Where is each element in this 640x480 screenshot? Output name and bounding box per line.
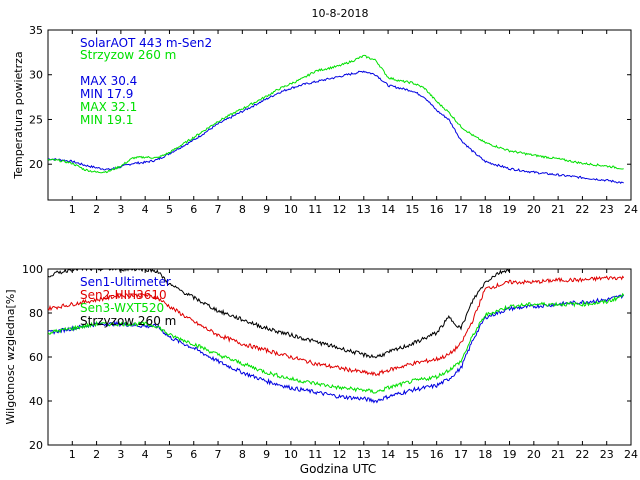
temperature-panel: 1 2 3 4 5 6 7 8 9 10 11 12 13 14 15 16 17 18 19 20 21 22 23 242… (12, 24, 638, 216)
humidity-axes-box (47, 268, 632, 446)
temp-xtick-label: 24 (624, 203, 638, 216)
rh-xtick-label: 9 (263, 448, 270, 461)
temp-xtick-label: 21 (551, 203, 565, 216)
temperature-ylabel: Temperatura powietrza (12, 51, 25, 179)
rh-series-strzyzow-260-m (48, 269, 510, 359)
stat-max-blue: MAX 30.4 (80, 74, 137, 88)
temp-xtick-label: 4 (142, 203, 149, 216)
legend-strzyzow: Strzyzow 260 m (80, 48, 176, 62)
legend-solaraot: SolarAOT 443 m-Sen2 (80, 36, 212, 50)
temp-xtick-label: 5 (166, 203, 173, 216)
rh-xtick-label: 15 (405, 448, 419, 461)
rh-xtick-label: 5 (166, 448, 173, 461)
rh-xtick-label: 4 (142, 448, 149, 461)
temp-xtick-label: 3 (117, 203, 124, 216)
temp-ytick-label: 30 (29, 69, 43, 82)
temp-xtick-label: 22 (575, 203, 589, 216)
legend-sen2: Sen2-HIH3610 (80, 288, 167, 302)
stat-min-green: MIN 19.1 (80, 113, 133, 127)
temp-ytick-label: 25 (29, 113, 43, 126)
rh-xtick-label: 21 (551, 448, 565, 461)
temp-xtick-label: 11 (308, 203, 322, 216)
rh-xtick-label: 6 (190, 448, 197, 461)
temp-xtick-label: 6 (190, 203, 197, 216)
rh-series-sen3-wxt520 (48, 292, 625, 394)
rh-ytick-label: 20 (29, 439, 43, 452)
rh-series-sen2-hih3610 (48, 275, 625, 377)
temp-xtick-label: 1 (69, 203, 76, 216)
temp-xtick-label: 10 (284, 203, 298, 216)
rh-xtick-label: 1 (69, 448, 76, 461)
temp-xtick-label: 17 (454, 203, 468, 216)
temp-xtick-label: 7 (215, 203, 222, 216)
rh-xtick-label: 11 (308, 448, 322, 461)
rh-xtick-label: 7 (215, 448, 222, 461)
humidity-ylabel: Wilgotnosc wzgledna[%] (4, 289, 17, 424)
rh-xtick-label: 12 (333, 448, 347, 461)
temp-xtick-label: 16 (430, 203, 444, 216)
figure-title: 10-8-2018 (312, 7, 369, 20)
humidity-ticks: 1 2 3 4 5 6 7 8 9 10 11 12 13 14 15 16 17 18 19 20 21 22 23 242… (22, 263, 638, 461)
rh-xtick-label: 22 (575, 448, 589, 461)
rh-xtick-label: 23 (600, 448, 614, 461)
temp-xtick-label: 20 (527, 203, 541, 216)
temp-xtick-label: 8 (239, 203, 246, 216)
rh-ytick-label: 40 (29, 395, 43, 408)
temperature-series (48, 54, 624, 184)
rh-ytick-label: 100 (22, 263, 43, 276)
stat-min-blue: MIN 17.9 (80, 87, 133, 101)
legend-sen1: Sen1-Ultimeter (80, 275, 171, 289)
temp-ytick-label: 35 (29, 24, 43, 37)
rh-xtick-label: 24 (624, 448, 638, 461)
rh-xtick-label: 3 (117, 448, 124, 461)
rh-xtick-label: 14 (381, 448, 395, 461)
rh-xtick-label: 10 (284, 448, 298, 461)
humidity-panel: 1 2 3 4 5 6 7 8 9 10 11 12 13 14 15 16 17 18 19 20 21 22 23 242… (4, 263, 638, 476)
temp-series-solaraot-443-m-sen2 (48, 70, 624, 184)
rh-xtick-label: 13 (357, 448, 371, 461)
temp-series-strzyzow-260-m (48, 54, 624, 174)
temp-xtick-label: 12 (333, 203, 347, 216)
humidity-xlabel: Godzina UTC (300, 462, 376, 476)
rh-xtick-label: 17 (454, 448, 468, 461)
rh-xtick-label: 8 (239, 448, 246, 461)
rh-xtick-label: 18 (478, 448, 492, 461)
temp-xtick-label: 15 (405, 203, 419, 216)
rh-xtick-label: 20 (527, 448, 541, 461)
legend-sen3: Sen3-WXT520 (80, 301, 164, 315)
rh-ytick-label: 80 (29, 307, 43, 320)
humidity-series (48, 269, 625, 404)
legend-strzyzow-rh: Strzyzow 260 m (80, 314, 176, 328)
temp-xtick-label: 9 (263, 203, 270, 216)
rh-ytick-label: 60 (29, 351, 43, 364)
rh-xtick-label: 2 (93, 448, 100, 461)
stat-max-green: MAX 32.1 (80, 100, 137, 114)
temperature-ticks: 1 2 3 4 5 6 7 8 9 10 11 12 13 14 15 16 17 18 19 20 21 22 23 242… (29, 24, 638, 216)
temp-ytick-label: 20 (29, 158, 43, 171)
temp-xtick-label: 2 (93, 203, 100, 216)
temp-xtick-label: 19 (503, 203, 517, 216)
rh-xtick-label: 19 (503, 448, 517, 461)
temp-xtick-label: 23 (600, 203, 614, 216)
temp-xtick-label: 14 (381, 203, 395, 216)
rh-xtick-label: 16 (430, 448, 444, 461)
temp-xtick-label: 13 (357, 203, 371, 216)
temp-xtick-label: 18 (478, 203, 492, 216)
